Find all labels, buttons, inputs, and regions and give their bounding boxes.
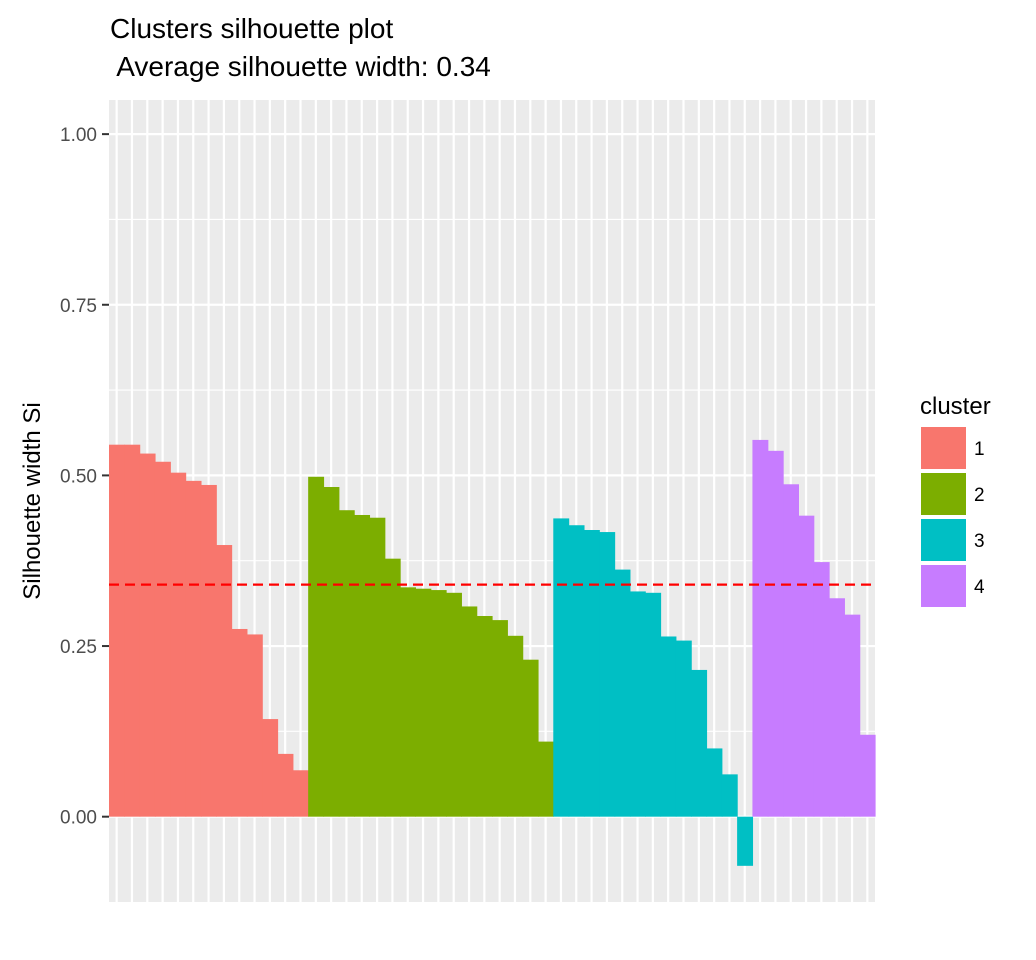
legend: cluster 1 2 3 4 [920, 393, 991, 607]
bars [109, 439, 876, 866]
y-tick-label: 0.25 [60, 637, 97, 658]
bar-cluster-3 [553, 518, 570, 817]
bar-cluster-2 [522, 659, 539, 817]
bar-cluster-2 [415, 588, 432, 817]
bar-cluster-2 [446, 592, 462, 817]
y-tick-label: 1.00 [60, 125, 97, 146]
bar-cluster-1 [292, 770, 309, 817]
bar-cluster-1 [231, 628, 248, 817]
bar-cluster-2 [537, 741, 554, 817]
bar-cluster-3 [568, 525, 585, 817]
bar-cluster-3 [660, 636, 677, 817]
bar-cluster-4 [767, 450, 784, 817]
bar-cluster-2 [384, 558, 401, 817]
legend-swatch-2 [921, 473, 966, 515]
legend-label-1: 1 [974, 439, 985, 460]
legend-swatch-3 [921, 519, 966, 561]
chart-title: Clusters silhouette plot [110, 13, 393, 44]
bar-cluster-2 [308, 476, 325, 817]
bar-cluster-3 [675, 640, 692, 817]
bar-cluster-4 [752, 439, 769, 817]
y-axis-title: Silhouette width Si [19, 402, 46, 599]
y-axis: 0.00 0.25 0.50 0.75 1.00 [60, 125, 109, 829]
bar-cluster-1 [124, 444, 141, 817]
bar-cluster-1 [277, 753, 294, 817]
bar-cluster-3 [645, 592, 662, 817]
bar-cluster-4 [844, 614, 861, 817]
bar-cluster-3 [691, 669, 708, 817]
bar-cluster-3 [737, 816, 754, 866]
bar-cluster-2 [507, 635, 524, 817]
legend-title: cluster [920, 393, 991, 420]
bar-cluster-3 [599, 532, 616, 817]
bar-cluster-4 [813, 562, 830, 817]
bar-cluster-2 [476, 616, 493, 817]
bar-cluster-1 [109, 444, 125, 817]
bar-cluster-1 [200, 484, 217, 817]
bar-cluster-2 [338, 510, 355, 817]
bar-cluster-3 [629, 591, 646, 817]
bar-cluster-2 [354, 514, 371, 817]
chart-subtitle: Average silhouette width: 0.34 [110, 51, 491, 82]
bar-cluster-1 [216, 545, 233, 817]
bar-cluster-2 [430, 590, 447, 817]
bar-cluster-4 [829, 598, 845, 817]
bar-cluster-3 [614, 569, 631, 817]
bar-cluster-3 [583, 530, 600, 817]
bar-cluster-1 [154, 461, 171, 817]
bar-cluster-4 [859, 734, 876, 817]
bar-cluster-1 [139, 453, 156, 817]
legend-swatch-4 [921, 565, 966, 607]
bar-cluster-2 [492, 620, 508, 817]
bar-cluster-1 [262, 719, 279, 817]
legend-label-3: 3 [974, 531, 985, 552]
legend-label-2: 2 [974, 485, 985, 506]
bar-cluster-2 [461, 606, 478, 817]
legend-label-4: 4 [974, 577, 985, 598]
y-tick-label: 0.75 [60, 296, 97, 317]
bar-cluster-1 [246, 634, 263, 817]
bar-cluster-4 [798, 515, 815, 817]
y-tick-label: 0.00 [60, 808, 97, 829]
bar-cluster-4 [783, 484, 799, 817]
bar-cluster-2 [323, 487, 340, 817]
bar-cluster-1 [170, 472, 187, 817]
y-tick-label: 0.50 [60, 466, 97, 487]
bar-cluster-3 [721, 774, 738, 817]
bar-cluster-2 [369, 517, 386, 817]
legend-swatch-1 [921, 427, 966, 469]
bar-cluster-2 [400, 587, 416, 817]
bar-cluster-1 [185, 480, 202, 817]
bar-cluster-3 [706, 748, 723, 817]
